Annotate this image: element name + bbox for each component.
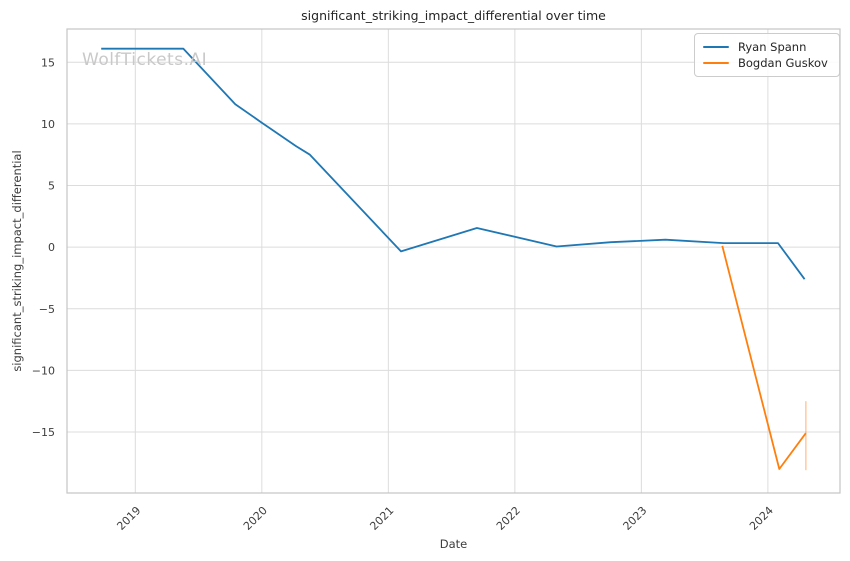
y-tick-label: −5 <box>39 303 55 316</box>
y-tick-label: 10 <box>41 118 55 131</box>
series-line-bogdan-guskov <box>721 245 807 470</box>
legend-item-ryan-spann: Ryan Spann <box>703 39 831 55</box>
y-tick-label: 15 <box>41 56 55 69</box>
watermark: WolfTickets.AI <box>82 50 208 70</box>
series-line-ryan-spann <box>101 47 806 280</box>
legend-label-ryan-spann: Ryan Spann <box>738 40 807 54</box>
x-tick-label: 2019 <box>114 504 143 533</box>
x-axis-label: Date <box>439 537 468 551</box>
x-tick-label: 2022 <box>494 504 523 533</box>
plot-border <box>66 28 841 494</box>
legend-swatch-ryan-spann <box>703 45 729 49</box>
x-tick-label: 2020 <box>241 504 270 533</box>
y-tick-label: 0 <box>48 241 55 254</box>
x-tick-label: 2024 <box>747 504 776 533</box>
legend-label-bogdan-guskov: Bogdan Guskov <box>738 56 828 70</box>
legend: Ryan Spann Bogdan Guskov <box>694 33 840 77</box>
x-tick-label: 2023 <box>621 504 650 533</box>
legend-item-bogdan-guskov: Bogdan Guskov <box>703 55 831 71</box>
y-axis-label: significant_striking_impact_differential <box>10 150 24 372</box>
y-tick-label: −10 <box>32 364 55 377</box>
x-tick-label: 2021 <box>367 504 396 533</box>
y-tick-label: −15 <box>32 426 55 439</box>
chart-title: significant_striking_impact_differential… <box>301 8 606 23</box>
legend-swatch-bogdan-guskov <box>703 61 729 65</box>
y-tick-label: 5 <box>48 180 55 193</box>
